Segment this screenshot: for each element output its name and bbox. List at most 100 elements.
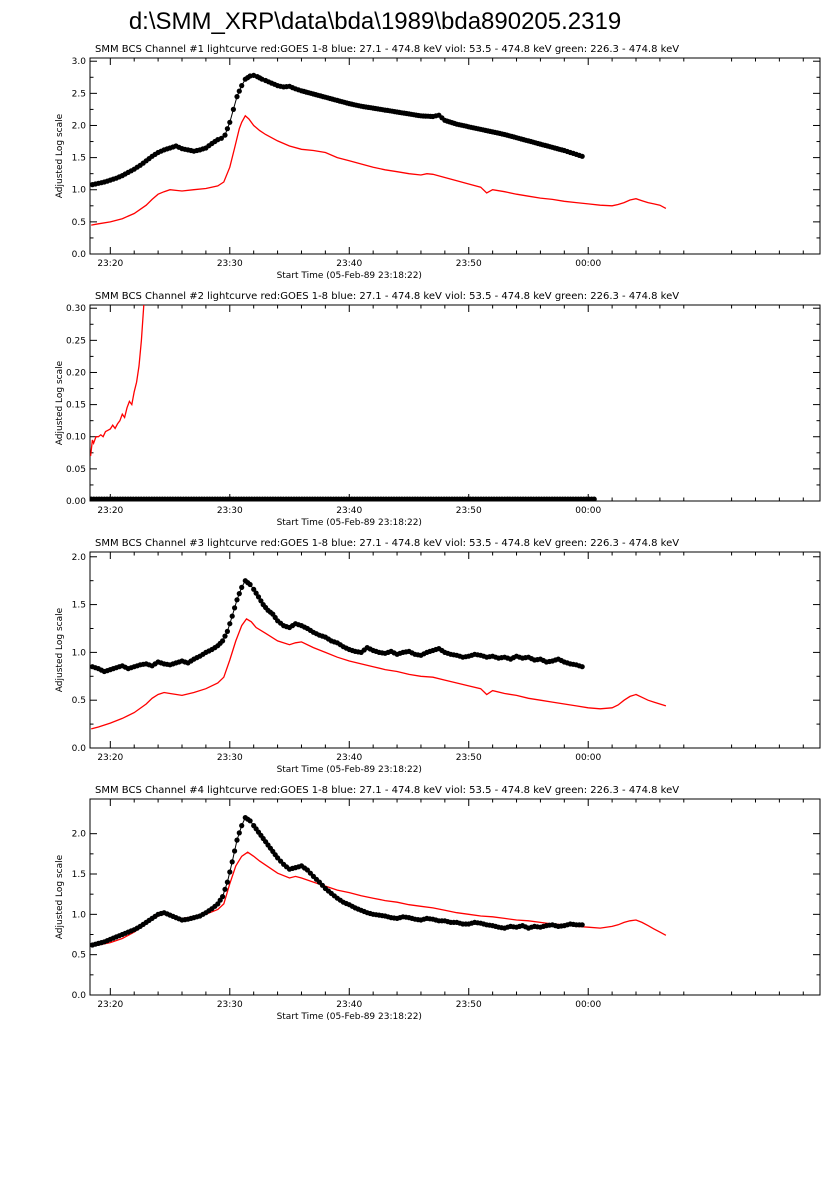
- data-point: [236, 591, 242, 597]
- data-point: [230, 106, 236, 112]
- series-line: [90, 305, 145, 457]
- y-axis-title: Adjusted Log scale: [55, 360, 65, 445]
- y-tick-label: 2.0: [72, 121, 87, 131]
- data-point: [227, 621, 233, 627]
- plot-frame: [89, 798, 821, 996]
- data-point: [579, 153, 585, 159]
- screenshot-root: { "page_title": "d:\\SMM_XRP\\data\\bda\…: [0, 8, 826, 1177]
- y-axis-title: Adjusted Log scale: [55, 854, 65, 939]
- data-point: [239, 83, 245, 89]
- x-tick-label: 23:20: [97, 259, 123, 269]
- lightcurve-chart-1: SMM BCS Channel #1 lightcurve red:GOES 1…: [55, 44, 821, 281]
- data-point: [236, 830, 242, 836]
- y-tick-label: 2.0: [72, 830, 87, 840]
- x-tick-label: 23:20: [97, 1000, 123, 1010]
- x-tick-label: 23:40: [336, 259, 362, 269]
- x-tick-label: 00:00: [575, 1000, 601, 1010]
- chart-title: SMM BCS Channel #2 lightcurve red:GOES 1…: [95, 291, 679, 302]
- x-axis-title: Start Time (05-Feb-89 23:18:22): [277, 765, 422, 775]
- data-point: [224, 126, 230, 132]
- series-line: [91, 851, 667, 948]
- y-tick-label: 1.5: [72, 870, 86, 880]
- data-point: [224, 628, 230, 634]
- x-tick-label: 00:00: [575, 259, 601, 269]
- y-axis-title: Adjusted Log scale: [55, 607, 65, 692]
- data-point: [232, 848, 238, 854]
- plot-area: [90, 578, 667, 730]
- data-point: [247, 818, 253, 824]
- data-point: [222, 633, 228, 639]
- plot-area: [90, 305, 597, 501]
- y-tick-label: 0.20: [66, 368, 86, 378]
- data-point: [591, 496, 597, 501]
- y-tick-label: 0.10: [66, 433, 86, 443]
- y-axis: 0.0 0.5 1.0 1.5 2.0: [72, 553, 820, 754]
- charts-container: SMM BCS Channel #1 lightcurve red:GOES 1…: [0, 42, 826, 1030]
- x-tick-label: 23:20: [97, 753, 123, 763]
- x-tick-label: 23:50: [456, 753, 482, 763]
- y-tick-label: 0.0: [72, 991, 87, 1001]
- data-point: [227, 119, 233, 125]
- series-line: [91, 114, 667, 226]
- x-axis: 23:20 23:30 23:40 23:50 00:00: [97, 305, 804, 516]
- plot-area: [90, 72, 667, 226]
- data-point: [222, 886, 228, 892]
- data-point: [234, 94, 240, 100]
- y-tick-label: 1.0: [72, 186, 87, 196]
- x-tick-label: 23:30: [217, 753, 243, 763]
- data-point: [229, 613, 235, 619]
- y-tick-label: 3.0: [72, 57, 87, 67]
- x-axis-title: Start Time (05-Feb-89 23:18:22): [277, 518, 422, 528]
- lightcurve-chart-4: SMM BCS Channel #4 lightcurve red:GOES 1…: [55, 785, 821, 1022]
- y-tick-label: 0.0: [72, 744, 87, 754]
- data-point: [224, 879, 230, 885]
- x-tick-label: 23:50: [456, 1000, 482, 1010]
- y-tick-label: 0.30: [66, 304, 86, 314]
- plot-window: d:\SMM_XRP\data\bda\1989\bda890205.2319 …: [0, 8, 826, 1030]
- x-axis-title: Start Time (05-Feb-89 23:18:22): [277, 271, 422, 281]
- plot-frame: [89, 304, 821, 502]
- y-axis-title: Adjusted Log scale: [55, 113, 65, 198]
- data-point: [253, 590, 259, 596]
- data-point: [255, 594, 262, 600]
- x-tick-label: 23:40: [336, 506, 362, 516]
- y-tick-label: 0.5: [72, 218, 86, 228]
- data-point: [229, 859, 235, 865]
- y-tick-label: 1.5: [72, 601, 86, 611]
- x-tick-label: 23:50: [456, 259, 482, 269]
- y-tick-label: 0.25: [66, 336, 86, 346]
- x-tick-label: 00:00: [575, 753, 601, 763]
- x-tick-label: 23:20: [97, 506, 123, 516]
- y-axis: 0.0 0.5 1.0 1.5 2.0: [72, 830, 820, 1001]
- y-tick-label: 1.5: [72, 154, 86, 164]
- data-point: [579, 922, 585, 928]
- data-point: [218, 135, 224, 141]
- series-line: [91, 618, 667, 730]
- x-tick-label: 23:40: [336, 1000, 362, 1010]
- x-tick-label: 23:30: [217, 259, 243, 269]
- y-tick-label: 0.5: [72, 696, 86, 706]
- lightcurve-chart-2: SMM BCS Channel #2 lightcurve red:GOES 1…: [55, 291, 821, 528]
- y-tick-label: 0.00: [66, 497, 86, 507]
- data-point: [232, 605, 238, 611]
- data-point: [234, 837, 240, 843]
- data-point: [215, 901, 221, 907]
- data-point: [222, 132, 228, 138]
- y-tick-label: 0.5: [72, 951, 86, 961]
- data-point: [579, 664, 585, 670]
- x-axis: 23:20 23:30 23:40 23:50 00:00: [97, 799, 804, 1010]
- x-tick-label: 23:30: [217, 506, 243, 516]
- x-axis: 23:20 23:30 23:40 23:50 00:00: [97, 58, 804, 269]
- plot-frame: [89, 551, 821, 749]
- x-tick-label: 23:40: [336, 753, 362, 763]
- data-point: [251, 586, 257, 592]
- data-point: [236, 88, 242, 94]
- page-title: d:\SMM_XRP\data\bda\1989\bda890205.2319: [128, 8, 622, 35]
- y-axis: 0.0 0.5 1.0 1.5 2.0 2.5 3.0: [72, 57, 820, 260]
- x-tick-label: 00:00: [575, 506, 601, 516]
- series-dots-line: [92, 74, 583, 186]
- data-point: [227, 869, 233, 875]
- y-tick-label: 0.0: [72, 250, 87, 260]
- data-point: [239, 823, 245, 829]
- y-tick-label: 1.0: [72, 910, 87, 920]
